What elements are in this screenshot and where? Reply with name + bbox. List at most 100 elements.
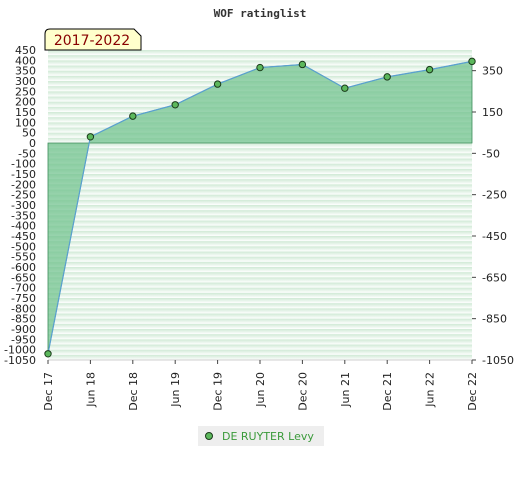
x-tick-label: Jun 20 [254,372,267,408]
grid-band [48,313,472,319]
grid-band [48,179,472,185]
y-axis-right-ticks: 350 150 -50 -250 -450 -650 -850 -1050 [472,65,514,367]
grid-band [48,334,472,340]
period-badge: 2017-2022 [44,28,142,51]
y-tick-label-left: -850 [11,313,36,326]
y-tick-label-left: -100 [11,158,36,171]
grid-band [48,174,472,180]
y-tick-label-left: 0 [29,137,36,150]
y-tick-label-right: 350 [482,65,503,78]
legend-marker [205,432,213,440]
data-point [425,65,434,74]
grid-band [48,323,472,329]
data-point [468,57,476,66]
y-tick-label-right: -650 [482,271,507,284]
grid-band [48,220,472,226]
grid-band [48,225,472,231]
y-tick-label-left: -50 [18,147,36,160]
y-tick-label-left: 200 [15,96,36,109]
y-tick-label-right: 150 [482,106,503,119]
x-tick-label: Dec 21 [381,372,394,411]
grid-band [48,349,472,355]
grid-band [48,210,472,216]
y-tick-label-left: -650 [11,271,36,284]
grid-band [48,267,472,273]
y-tick-label-left: -450 [11,230,36,243]
y-tick-label-left: 400 [15,54,36,67]
y-tick-label-left: -300 [11,199,36,212]
grid-band [48,287,472,293]
grid-band [48,205,472,211]
y-tick-label-left: 150 [15,106,36,119]
legend: DE RUYTER Levy [198,426,324,446]
y-tick-label-right: -50 [482,147,500,160]
data-point [86,133,95,141]
y-tick-label-left: -1050 [4,354,36,367]
data-point [44,350,52,358]
grid-band [48,318,472,324]
y-tick-label-left: -150 [11,168,36,181]
grid-band [48,143,472,149]
y-tick-label-left: -1000 [4,344,36,357]
data-points [44,57,476,358]
x-tick-label: Dec 18 [127,372,140,411]
y-tick-label-left: -950 [11,333,36,346]
grid-band [48,292,472,298]
grid-band [48,256,472,262]
chart-title: WOF ratinglist [214,7,307,20]
y-tick-label-left: 100 [15,116,36,129]
x-tick-label: Jun 18 [84,372,97,408]
grid-band [48,184,472,190]
y-tick-label-left: 300 [15,75,36,88]
legend-box [198,426,324,446]
y-tick-label-left: -900 [11,323,36,336]
grid-band [48,236,472,242]
grid-band [48,189,472,195]
y-tick-label-left: 50 [22,127,36,140]
y-tick-label-right: -250 [482,189,507,202]
grid-band [48,194,472,200]
y-tick-label-left: -550 [11,251,36,264]
grid-band [48,163,472,169]
y-tick-label-left: -350 [11,209,36,222]
data-point [129,112,137,120]
y-tick-label-left: 450 [15,44,36,57]
x-tick-label: Dec 22 [466,372,479,411]
grid-band [48,354,472,360]
y-tick-label-left: -750 [11,292,36,305]
grid-band [48,339,472,345]
y-tick-label-left: -800 [11,302,36,315]
grid-band [48,230,472,236]
grid-band [48,158,472,164]
y-tick-label-left: 350 [15,65,36,78]
grid-band [48,277,472,283]
y-tick-label-left: -200 [11,178,36,191]
y-tick-label-left: -400 [11,220,36,233]
period-badge-label: 2017-2022 [54,33,130,49]
y-tick-label-left: 250 [15,85,36,98]
grid-band [48,308,472,314]
grid-band [48,241,472,247]
y-tick-label-right: -1050 [482,354,514,367]
y-tick-label-left: -700 [11,282,36,295]
grid-band [48,329,472,335]
grid-band [48,344,472,350]
x-tick-label: Jun 21 [339,372,352,408]
grid-band [48,246,472,252]
period-badge-box [44,28,142,51]
y-tick-label-right: -850 [482,313,507,326]
y-tick-label-left: -500 [11,240,36,253]
y-tick-label-right: -450 [482,230,507,243]
grid-band [48,60,472,66]
grid-band [48,261,472,267]
data-point [256,63,264,72]
x-tick-label: Jun 22 [424,372,437,408]
legend-series-label: DE RUYTER Levy [222,430,314,443]
grid-band [48,50,472,56]
data-point [341,84,349,92]
x-tick-label: Dec 17 [42,372,55,411]
grid-band [48,153,472,159]
y-tick-label-left: -250 [11,189,36,202]
grid-band [48,251,472,257]
